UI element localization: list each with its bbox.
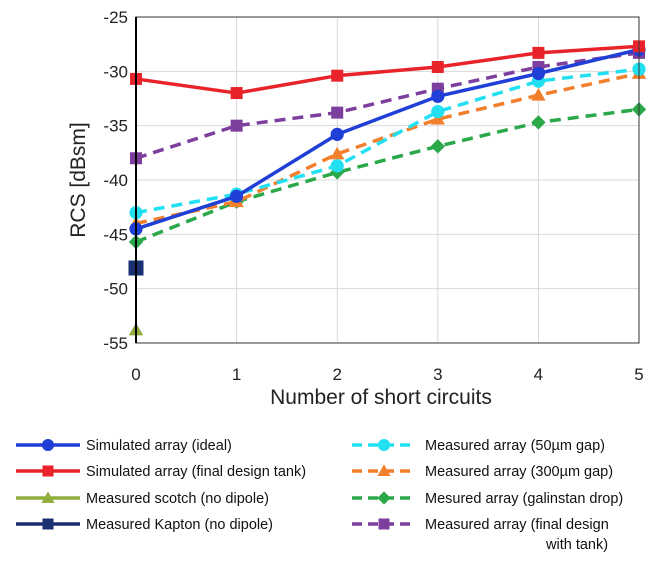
legend-label: Measured Kapton (no dipole) <box>86 517 273 533</box>
y-tick-label: -45 <box>103 225 128 244</box>
y-tick-label: -25 <box>103 8 128 27</box>
legend-label: Measured array (50µm gap) <box>425 438 605 454</box>
legend-label: Measured array (300µm gap) <box>425 464 613 480</box>
y-tick-label: -30 <box>103 62 128 81</box>
legend-item: Measured array (50µm gap) <box>352 438 605 454</box>
series-line <box>135 51 640 160</box>
legend-item: Simulated array (final design tank) <box>16 464 306 480</box>
tick-labels: -25 -30 -35 -40 -45 -50 -550 1 2 3 4 5 <box>103 8 643 384</box>
legend-label: Measured array (final design <box>425 517 609 533</box>
x-tick-label: 0 <box>131 365 140 384</box>
data-point-circle <box>330 159 344 173</box>
legend-item: Measured scotch (no dipole) <box>16 491 269 507</box>
series-line <box>135 71 640 226</box>
legend: Simulated array (ideal) Simulated array (… <box>16 438 623 553</box>
data-point-circle <box>431 89 445 103</box>
series-line <box>135 107 640 244</box>
legend-item: Simulated array (ideal) <box>16 438 232 454</box>
data-point-square <box>378 518 390 530</box>
y-tick-label: -40 <box>103 171 128 190</box>
y-tick-label: -55 <box>103 334 128 353</box>
data-point-triangle <box>330 146 345 160</box>
x-tick-label: 4 <box>534 365 543 384</box>
data-point-square <box>331 69 344 82</box>
legend-item: Mesured array (galinstan drop) <box>352 491 623 507</box>
series-line <box>135 44 640 95</box>
x-tick-label: 5 <box>634 365 643 384</box>
x-axis-label: Number of short circuits <box>270 386 492 409</box>
data-point-triangle <box>430 111 445 125</box>
series-line <box>135 47 640 231</box>
legend-item: Measured array (300µm gap) <box>352 464 613 480</box>
data-point-triangle <box>531 88 546 101</box>
data-point-circle <box>531 66 546 81</box>
y-tick-label: -35 <box>103 117 128 136</box>
data-point-circle <box>431 104 445 119</box>
legend-label: Mesured array (galinstan drop) <box>425 491 623 507</box>
data-point-circle <box>41 438 55 452</box>
data-point-square <box>42 518 54 530</box>
y-axis-label: RCS [dBsm] <box>67 122 90 238</box>
data-point-diamond <box>531 115 546 130</box>
data-point-triangle <box>377 464 391 476</box>
series-1 <box>130 40 645 100</box>
data-point-circle <box>377 438 391 452</box>
legend-item: Measured Kapton (no dipole) <box>16 517 273 533</box>
data-point-triangle <box>41 491 55 503</box>
data-point-square <box>230 119 243 132</box>
data-point-diamond <box>377 491 391 505</box>
data-point-circle <box>330 127 344 141</box>
legend-label: Simulated array (final design tank) <box>86 464 306 480</box>
data-point-square <box>431 60 444 73</box>
y-tick-label: -50 <box>103 280 128 299</box>
x-tick-label: 2 <box>332 365 341 384</box>
x-tick-label: 1 <box>232 365 241 384</box>
data-point-square <box>230 87 243 100</box>
data-point-square <box>331 106 344 119</box>
data-point-diamond <box>430 139 445 154</box>
x-tick-label: 3 <box>433 365 442 384</box>
legend-label: Simulated array (ideal) <box>86 438 232 454</box>
legend-item: Measured array (final design with tank) <box>352 517 609 553</box>
data-point-square <box>42 465 54 477</box>
data-point-circle <box>230 189 244 203</box>
legend-label-line2: with tank) <box>545 537 608 553</box>
data-point-square <box>532 46 545 59</box>
legend-label: Measured scotch (no dipole) <box>86 491 269 507</box>
